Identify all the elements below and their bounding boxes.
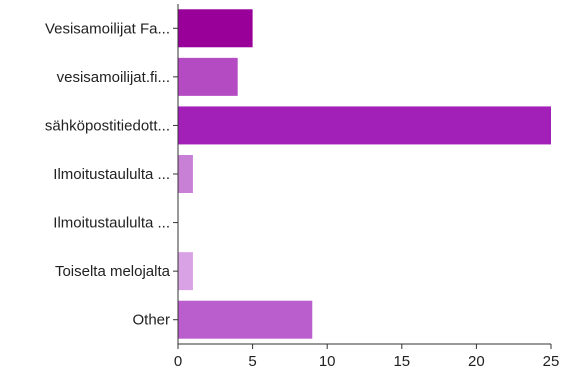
bar-4: [178, 155, 193, 193]
bar-1: [178, 9, 253, 48]
x-tick-label-20: 20: [468, 353, 485, 370]
category-label-1: Vesisamoilijat Fa...: [45, 20, 170, 37]
category-label-3: sähköpostitiedott...: [45, 117, 170, 134]
bar-2: [178, 57, 238, 96]
category-label-4: Ilmoitustaululta ...: [53, 166, 170, 183]
x-tick-label-15: 15: [393, 353, 410, 370]
x-axis-ticks: 0 5 10 15 20 25: [174, 344, 560, 370]
bar-7: [178, 300, 313, 339]
bar-3: [178, 106, 551, 145]
category-labels: Vesisamoilijat Fa... vesisamoilijat.fi...…: [45, 20, 178, 329]
bars-group: [178, 9, 551, 339]
x-tick-label-25: 25: [543, 353, 560, 370]
category-label-5: Ilmoitustaululta ...: [53, 215, 170, 232]
x-tick-label-10: 10: [319, 353, 336, 370]
category-label-6: Toiselta melojalta: [55, 263, 171, 280]
x-tick-label-5: 5: [248, 353, 256, 370]
bar-6: [178, 252, 193, 291]
category-label-7: Other: [132, 312, 170, 329]
category-label-2: vesisamoilijat.fi...: [57, 69, 170, 86]
x-tick-label-0: 0: [174, 353, 182, 370]
